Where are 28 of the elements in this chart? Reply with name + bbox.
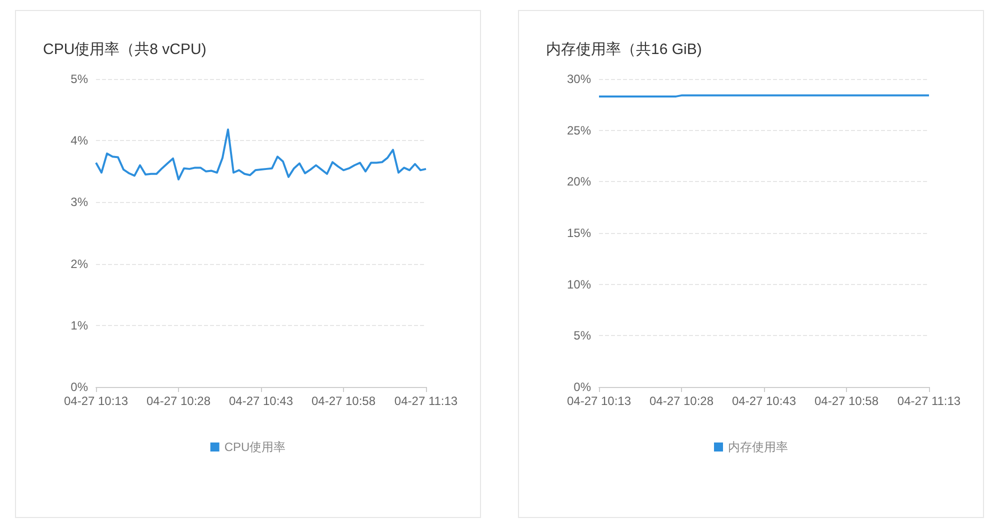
y-tick-label: 0% [574,380,592,394]
chart-title: 内存使用率（共16 GiB) [546,41,702,58]
y-tick-label: 5% [574,328,592,343]
x-tick-label: 04-27 10:58 [311,394,376,408]
y-tick-label: 5% [70,72,88,86]
y-tick-label: 20% [566,174,592,189]
x-tick-label: 04-27 10:43 [228,394,294,408]
y-tick-label: 10% [566,277,592,292]
x-tick-label: 04-27 10:13 [566,394,632,408]
y-tick-label: 4% [70,134,88,148]
legend-label: CPU使用率 [224,440,286,454]
x-tick-label: 04-27 10:43 [732,394,796,408]
x-tick-label: 04-27 11:13 [897,394,961,408]
x-tick-label: 04-27 10:28 [146,394,211,408]
x-tick-label: 04-27 10:28 [649,394,714,408]
x-tick-label: 04-27 10:58 [814,394,879,408]
chart-title: CPU使用率（共8 vCPU) [43,41,206,58]
x-tick-label: 04-27 10:13 [64,394,128,408]
y-tick-label: 25% [566,123,592,138]
y-tick-label: 15% [566,226,592,240]
y-tick-label: 1% [70,318,88,332]
legend-label: 内存使用率 [728,440,788,454]
line-series [95,128,427,180]
x-tick-label: 04-27 11:13 [394,394,458,408]
y-tick-label: 30% [566,72,592,86]
y-tick-label: 2% [70,256,88,271]
y-tick-label: 3% [70,195,88,210]
y-tick-label: 0% [70,380,88,394]
